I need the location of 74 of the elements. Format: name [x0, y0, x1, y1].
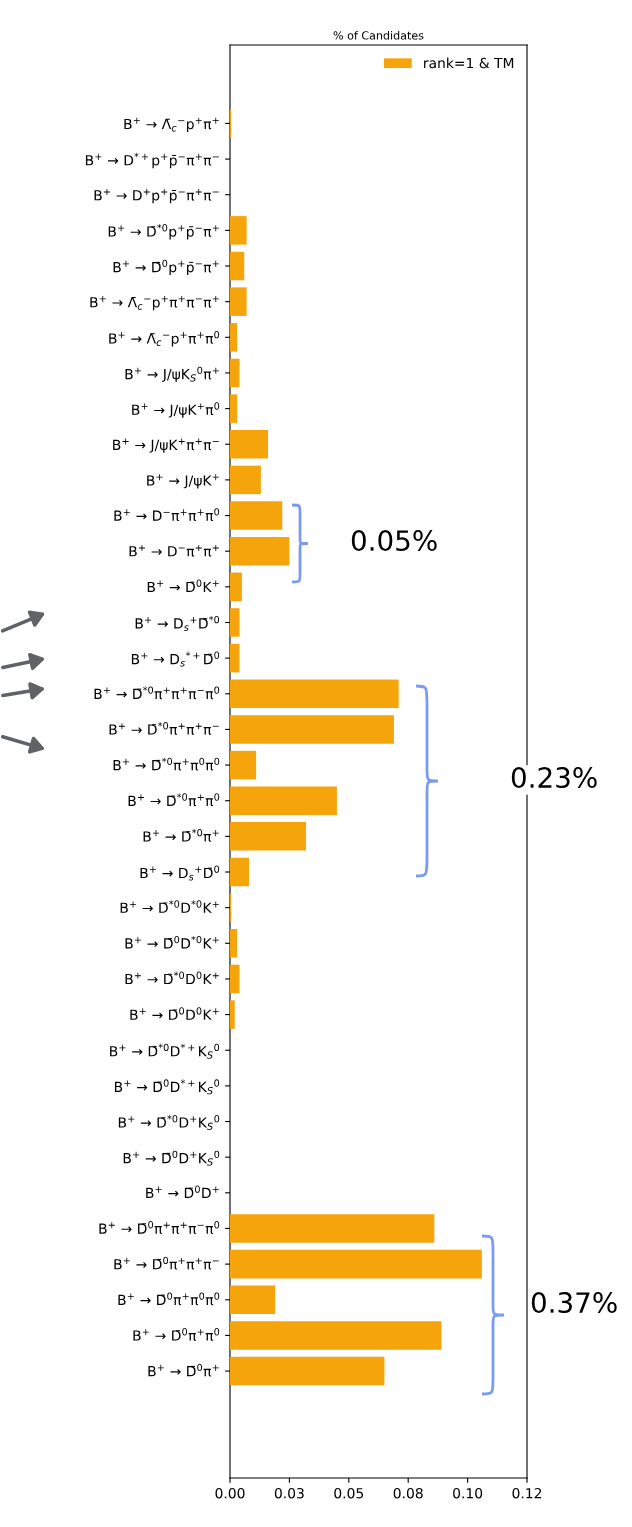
- bar: [230, 216, 247, 245]
- bar: [230, 1321, 442, 1350]
- bar: [230, 358, 240, 388]
- annotation: 0.05%: [351, 530, 437, 552]
- bar: [230, 1285, 276, 1315]
- bar: [230, 857, 250, 887]
- y-tick-label: B$^{+}$ → J/ψK$_{S}$$^{0}$π$^{+}$: [125, 366, 219, 383]
- category-label: B$^{+}$ → D̄$^{*0}$D$^{*+}$K$_{S}$$^{0}$: [110, 1043, 220, 1059]
- bar: [230, 287, 247, 316]
- bar: [230, 501, 283, 530]
- category-label: B$^{+}$ → D̄$^{*0}$π$^{+}$π$^{+}$π$^{−}$π$^{0}$: [94, 686, 220, 700]
- category-label: B$^{+}$ → D$^{+}$p$^{+}$p̄$^{−}$π$^{+}$π$^{−}$: [94, 188, 219, 204]
- bar: [230, 715, 394, 744]
- x-tick-label: 0.08: [393, 1487, 423, 1499]
- y-tick-label: B$^{+}$ → D$_{s}$$^{+}$D̄$^{*0}$: [135, 615, 220, 631]
- category-label: B$^{+}$ → Λ̄$_{c}$$^{−}$p$^{+}$π$^{+}$π$^{−}$π$^{+}$: [90, 295, 219, 311]
- y-tick-label: B$^{+}$ → J/ψK$^{+}$π$^{+}$π$^{−}$: [113, 438, 219, 453]
- category-label: B$^{+}$ → D̄$^{*0}$D$^{+}$K$_{S}$$^{0}$: [118, 1115, 220, 1130]
- category-label: B$^{+}$ → D̄$^{0}$D$^{+}$K$_{S}$$^{0}$: [123, 1150, 220, 1166]
- bar: [230, 964, 240, 994]
- bar: [230, 572, 242, 602]
- y-tick-label: B$^{+}$ → D̄$^{0}$π$^{+}$: [148, 1363, 219, 1377]
- bar: [230, 679, 399, 709]
- bar: [230, 643, 240, 673]
- bar: [230, 323, 238, 352]
- y-tick-label: B$^{+}$ → D̄$^{0}$D$^{0}$K$^{+}$: [130, 1007, 219, 1020]
- category-label: B$^{+}$ → D̄$^{0}$D$^{*+}$K$_{S}$$^{0}$: [114, 1079, 220, 1095]
- category-label: B$^{+}$ → D̄$^{0}$π$^{+}$π$^{0}$π$^{0}$: [118, 1292, 220, 1306]
- category-label: B$^{+}$ → D$^{−}$π$^{+}$π$^{+}$π$^{0}$: [114, 508, 220, 521]
- y-tick-label: B$^{+}$ → D̄$^{*0}$π$^{+}$: [143, 829, 219, 842]
- bar: [230, 1214, 435, 1243]
- bar: [230, 465, 261, 495]
- x-tick-label: 0.05: [334, 1487, 364, 1499]
- y-tick-label: B$^{+}$ → D̄$^{0}$D$^{+}$: [146, 1185, 219, 1198]
- bar: [230, 429, 269, 459]
- y-tick-label: B$^{+}$ → D̄$^{0}$D$^{*0}$K$^{+}$: [125, 935, 219, 949]
- y-tick-label: B$^{+}$ → J/ψK$^{+}$π$^{0}$: [132, 402, 220, 418]
- y-tick-label: B$^{+}$ → J/ψK$^{+}$: [147, 474, 219, 489]
- y-tick-label: B$^{+}$ → D̄$^{0}$K$^{+}$: [147, 579, 219, 592]
- bar: [230, 822, 307, 851]
- y-tick-label: B$^{+}$ → D̄$^{0}$π$^{+}$π$^{0}$: [133, 1328, 220, 1341]
- x-tick-label: 0.12: [512, 1487, 542, 1499]
- y-tick-label: B$^{+}$ → D$^{−}$π$^{+}$π$^{+}$: [129, 544, 219, 557]
- bar: [230, 929, 238, 958]
- bar: [230, 608, 240, 637]
- bar: [230, 1356, 385, 1386]
- annotation: 0.23%: [511, 767, 597, 789]
- bar: [230, 536, 290, 566]
- x-tick-label: 0.03: [274, 1487, 304, 1499]
- y-tick-label: B$^{+}$ → D̄$^{*0}$D$^{*0}$K$^{+}$: [120, 900, 219, 913]
- chart-title: % of Candidates: [333, 31, 424, 40]
- legend-label: rank=1 & TM: [424, 57, 514, 69]
- bar: [230, 394, 238, 423]
- bar: [230, 750, 257, 780]
- bar: [230, 1249, 482, 1279]
- text: 0.37%: [531, 1292, 617, 1314]
- bar: [230, 251, 245, 281]
- y-tick-label: B$^{+}$ → D$_{s}$$^{*+}$D̄$^{0}$: [131, 651, 220, 667]
- category-label: B$^{+}$ → Λ̄$_{c}$$^{−}$p$^{+}$π$^{+}$π$^{0}$: [109, 330, 220, 347]
- category-label: B$^{+}$ → D̄$^{0}$π$^{+}$π$^{+}$π$^{−}$π$^{0}$: [99, 1221, 220, 1234]
- category-label: B$^{+}$ → D̄$^{0}$p$^{+}$p̄$^{−}$π$^{+}$: [113, 259, 219, 276]
- y-tick-label: B$^{+}$ → D̄$^{*0}$π$^{+}$π$^{0}$: [128, 793, 220, 807]
- category-label: B$^{+}$ → D$^{*+}$p$^{+}$p̄$^{−}$π$^{+}$π$^{−}$: [85, 152, 219, 169]
- x-tick-label: 0.10: [453, 1487, 483, 1499]
- category-label: B$^{+}$ → D̄$^{*0}$π$^{+}$π$^{+}$π$^{−}$: [109, 722, 219, 735]
- category-label: B$^{+}$ → Λ̄$_{c}$$^{−}$p$^{+}$π$^{+}$: [124, 117, 219, 132]
- y-tick-label: B$^{+}$ → D$_{s}$$^{+}$D̄$^{0}$: [140, 865, 220, 881]
- bar: [230, 1000, 235, 1029]
- category-label: B$^{+}$ → D̄$^{0}$π$^{+}$π$^{+}$π$^{−}$: [114, 1256, 219, 1270]
- category-label: B$^{+}$ → D̄$^{*0}$π$^{+}$π$^{0}$π$^{0}$: [113, 757, 220, 771]
- category-label: B$^{+}$ → D̄$^{*0}$p$^{+}$p̄$^{−}$π$^{+}$: [108, 224, 219, 240]
- y-tick-label: B$^{+}$ → D̄$^{*0}$D$^{0}$K$^{+}$: [125, 971, 219, 985]
- bar: [230, 786, 337, 815]
- x-tick-label: 0.00: [215, 1487, 245, 1499]
